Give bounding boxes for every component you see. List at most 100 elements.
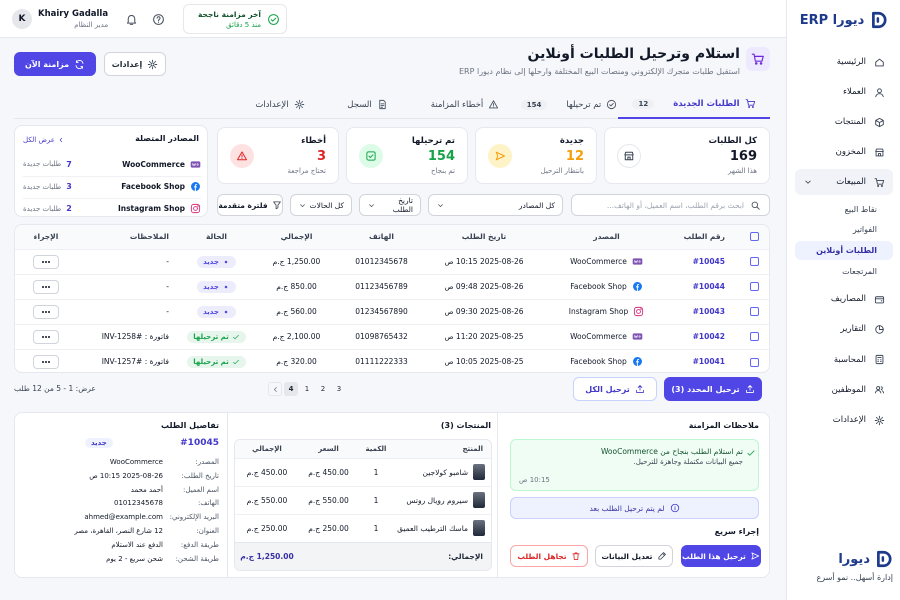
filter-select[interactable]: كل المصادر [428, 194, 563, 216]
page-button[interactable]: 1 [304, 385, 310, 393]
notifications[interactable] [125, 13, 138, 26]
page-button[interactable]: 2 [320, 385, 326, 393]
sync-now-button[interactable]: مزامنة الآن [14, 52, 96, 76]
page-button[interactable]: 3 [336, 385, 342, 393]
action-button[interactable] [33, 279, 59, 294]
order-number[interactable]: #10045 [692, 257, 725, 266]
quick-action-button[interactable]: ترحيل هذا الطلب [681, 545, 761, 567]
sidebar: ديورا ERP الرئيسية العملاء المنتجات المخزون ا… [786, 0, 900, 600]
menu-item[interactable]: الموظفين [795, 377, 893, 403]
button-label: فلترة متقدمة [218, 200, 268, 210]
menu-item[interactable]: المحاسبة [795, 347, 893, 373]
action-button[interactable] [33, 329, 59, 344]
checkbox[interactable] [749, 257, 759, 267]
order-number[interactable]: #10043 [692, 307, 725, 316]
total: 320.00 ج.م [276, 357, 317, 367]
view-all[interactable]: عرض الكل [23, 134, 73, 146]
source-icon [190, 203, 201, 214]
button-label: ترحيل الكل [585, 384, 630, 394]
user[interactable]: K Khairy Gadalla مدير النظام [12, 6, 112, 32]
header-cell: المنتج [462, 444, 483, 453]
total-row: الإجمالي: 1,250.00 ج.م [235, 542, 491, 570]
order-number[interactable]: #10044 [692, 282, 725, 291]
header-cell: الحالة [206, 232, 227, 242]
order-row: #10041 Facebook Shop 2025-08-25 10:05 ص 011… [15, 349, 769, 372]
product-name: ماسك الترطيب العميق [397, 523, 468, 533]
menu-label: المصاريف [830, 294, 866, 304]
cell: #10045 [669, 249, 739, 274]
cell: سيروم رويال روتس [396, 486, 491, 514]
filter-select[interactable]: كل الحالات [290, 194, 352, 216]
button-label: تعديل البيانات [601, 551, 653, 561]
submenu-item[interactable]: المرتجعات [842, 267, 877, 276]
migrate-all-button[interactable]: ترحيل الكل [573, 377, 657, 401]
menu-item[interactable]: الرئيسية [795, 49, 893, 75]
settings-button[interactable]: إعدادات [104, 52, 166, 76]
icon [272, 201, 281, 210]
order-number[interactable]: #10042 [692, 332, 725, 341]
header-cell: الإجمالي [280, 232, 313, 242]
submenu-item[interactable]: نقاط البيع [844, 205, 877, 214]
tab[interactable]: أخطاء المزامنة [410, 90, 520, 119]
action-button[interactable] [33, 354, 59, 369]
search-box[interactable]: ابحث برقم الطلب، اسم العميل، أو الهاتف..… [571, 194, 770, 216]
topbar: K Khairy Gadalla مدير النظام آخر مزامنة ناج… [0, 0, 786, 38]
submenu-item[interactable]: الفواتير [852, 225, 877, 234]
product: ماسك الترطيب العميق [396, 520, 491, 536]
menu-item[interactable]: الإعدادات [795, 407, 893, 433]
tab[interactable]: الإعدادات [235, 90, 325, 119]
detail-value: ahmed@example.com [84, 513, 163, 522]
menu-item[interactable]: العملاء [795, 79, 893, 105]
menu-label: الإعدادات [832, 415, 866, 426]
notes: فاتورة : #INV-1258 [101, 332, 169, 341]
tab[interactable]: تم ترحيلها 154 [520, 90, 618, 119]
checkbox[interactable] [749, 232, 759, 242]
quick-action-button[interactable]: تعديل البيانات [595, 545, 673, 567]
menu-item[interactable]: المخزون [795, 139, 893, 165]
checkbox[interactable] [749, 307, 759, 317]
stat-value: 154 [427, 149, 455, 164]
status-label: جديد [203, 257, 219, 266]
button-label: ترحيل المحدد (3) [671, 384, 740, 394]
page-icon [746, 47, 770, 71]
quick-action-button[interactable]: تجاهل الطلب [510, 545, 588, 567]
chevron [805, 180, 811, 184]
button-label: إعدادات [111, 59, 143, 69]
menu-item[interactable]: المصاريف [795, 286, 893, 312]
checkbox[interactable] [749, 332, 759, 342]
order-number[interactable]: #10041 [692, 357, 725, 367]
status-label: تم ترحيلها [193, 332, 229, 341]
stat-card: تم ترحيلها 154 تم بنجاح [346, 127, 468, 184]
icon [607, 99, 617, 110]
menu-item[interactable]: المنتجات [795, 109, 893, 135]
migrate-selected-button[interactable]: ترحيل المحدد (3) [664, 377, 762, 401]
icon [875, 355, 884, 365]
advanced-filter[interactable]: فلترة متقدمة [217, 194, 283, 216]
detail-row: العنوان: 12 شارع النصر، القاهرة، مصر [23, 525, 219, 537]
menu-item[interactable]: المبيعات [795, 169, 893, 195]
icon [224, 310, 228, 313]
detail-label: العنوان: [196, 527, 219, 535]
cell: 1 [373, 467, 379, 477]
checkbox[interactable] [749, 282, 759, 292]
checkbox[interactable] [749, 357, 759, 367]
action-button[interactable] [33, 254, 59, 269]
page-button[interactable]: 4 [284, 382, 298, 396]
tab[interactable]: السجل [325, 90, 410, 119]
icon [874, 386, 885, 394]
icon [366, 150, 376, 161]
submenu-item[interactable]: الطلبات أونلاين [795, 241, 893, 260]
quick-title: إجراء سريع [714, 527, 759, 536]
menu-item[interactable]: التقارير [795, 316, 893, 342]
detail-row: البريد الإلكتروني: ahmed@example.com [23, 511, 219, 523]
help[interactable] [152, 13, 165, 26]
action-button[interactable] [33, 304, 59, 319]
filter-select[interactable]: تاريخ الطلب [359, 194, 421, 216]
tab[interactable]: الطلبات الجديدة 12 [618, 90, 770, 119]
stat-title: جديدة [559, 136, 584, 146]
header-cell: الهاتف [369, 232, 394, 242]
panel-title: المنتجات (3) [440, 421, 491, 430]
page-prev[interactable] [268, 382, 282, 396]
sync-message: تم استلام الطلب بنجاح من WooCommerce [600, 447, 743, 456]
